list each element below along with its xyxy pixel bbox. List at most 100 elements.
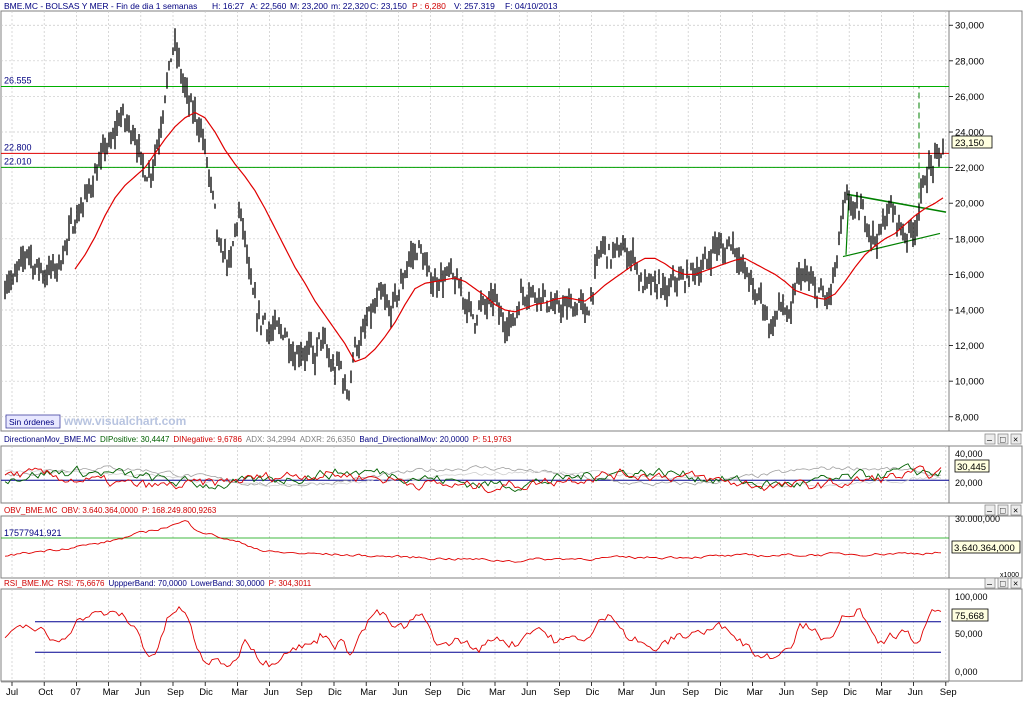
di-negative-line[interactable] (4, 465, 942, 494)
close-button[interactable] (1010, 504, 1022, 516)
x-tick-label: Sep (553, 687, 570, 697)
x-tick-label: Jun (650, 687, 665, 697)
close-icon: × (1013, 435, 1018, 445)
indicator-series (1, 463, 949, 668)
obv-title: OBV_BME.MC OBV: 3.640.364,0000 P: 168.249.… (4, 506, 217, 515)
close-icon: × (1013, 506, 1018, 516)
close-button[interactable] (1010, 433, 1022, 445)
y-tick-label: 16,000 (955, 270, 984, 281)
y-tick-label: 20,000 (955, 199, 984, 210)
header-f: F: 04/10/2013 (505, 1, 558, 11)
price-bars[interactable] (4, 28, 944, 401)
title-part: LowerBand: 30,0000 (191, 579, 265, 588)
obv-last-value: 3.640.364,000 (954, 543, 1015, 554)
price-series (4, 28, 944, 401)
x-tick-label: Dic (457, 687, 471, 697)
y-tick-label: 24,000 (955, 128, 984, 139)
minimize-icon: – (987, 506, 992, 516)
rsi-last-value-box (951, 608, 989, 622)
close-button[interactable] (1010, 577, 1022, 589)
triangle-upper[interactable] (846, 193, 947, 213)
maximize-icon: □ (1000, 435, 1006, 445)
obv-left-label: 17577941.921 (4, 528, 62, 538)
y-axis-dmi (948, 445, 1023, 504)
y-tick-label: 22,000 (955, 163, 984, 174)
level-label: 22.010 (4, 156, 32, 166)
title-part: ADXR: 26,6350 (300, 435, 356, 444)
di-positive-line[interactable] (4, 463, 942, 493)
title-part: P: 304,3011 (269, 579, 312, 588)
rsi-tick-50: 50,000 (955, 629, 983, 639)
x-tick-label: Sep (682, 687, 699, 697)
x-tick-label: Mar (360, 687, 376, 697)
rsi-panel[interactable] (0, 588, 950, 682)
x-tick-label: Jun (264, 687, 279, 697)
dmi-title: DirectionanMov_BME.MC DIPositive: 30,4447… (4, 435, 512, 444)
x-tick-label: Dic (843, 687, 857, 697)
maximize-icon: □ (1000, 506, 1006, 516)
header-v: V: 257.319 (454, 1, 495, 11)
x-tick-label: Jun (779, 687, 794, 697)
y-tick-label: 18,000 (955, 234, 984, 245)
price-axis-ticks: 30,000 28,000 26,000 24,000 22,000 20,000 18,0… (949, 21, 984, 423)
title-part: DirectionanMov_BME.MC (4, 435, 96, 444)
header-h: H: 16:27 (212, 1, 244, 11)
dmi-last-value: 30,445 (957, 462, 986, 473)
y-tick-label: 14,000 (955, 305, 984, 316)
minimize-icon: – (987, 579, 992, 589)
level-label: 26.555 (4, 76, 32, 86)
dmi-tick-40: 40,000 (955, 449, 983, 459)
minimize-button[interactable] (984, 577, 996, 589)
title-part: P: 51,9763 (473, 435, 512, 444)
x-tick-label: Mar (747, 687, 763, 697)
rsi-line[interactable] (4, 605, 942, 668)
x-tick-label: Sep (167, 687, 184, 697)
maximize-button[interactable] (997, 504, 1009, 516)
orders-button[interactable] (5, 414, 61, 429)
triangle-lower[interactable] (842, 232, 941, 258)
y-tick-label: 28,000 (955, 56, 984, 67)
dmi-panel[interactable] (0, 445, 950, 504)
panel-controls[interactable]: – □ ×– □ ×– □ × (984, 433, 1022, 589)
x-tick-label: Dic (586, 687, 600, 697)
x-tick-label: Mar (875, 687, 891, 697)
x-tick-label: Sep (425, 687, 442, 697)
main-panel[interactable] (0, 10, 950, 432)
title-part: Band_DirectionalMov: 20,0000 (359, 435, 469, 444)
x-tick-label: Sep (296, 687, 313, 697)
title-part: UppperBand: 70,0000 (109, 579, 188, 588)
maximize-button[interactable] (997, 577, 1009, 589)
adx-line[interactable] (4, 465, 942, 487)
orders-button-label[interactable]: Sin órdenes (9, 417, 54, 427)
x-tick-label: Mar (489, 687, 505, 697)
x-tick-label: Oct (38, 687, 53, 697)
maximize-icon: □ (1000, 579, 1006, 589)
x-tick-label: Dic (328, 687, 342, 697)
minimize-button[interactable] (984, 504, 996, 516)
rsi-last-value: 75,668 (955, 611, 984, 622)
x-tick-label: Jun (392, 687, 407, 697)
moving-average-line[interactable] (74, 111, 944, 363)
grid (1, 11, 949, 681)
obv-line[interactable] (4, 520, 942, 563)
y-tick-label: 8,000 (955, 412, 979, 423)
x-tick-label: Mar (618, 687, 634, 697)
obv-tick: 30.000,000 (955, 514, 1000, 524)
maximize-button[interactable] (997, 433, 1009, 445)
y-axis-main (948, 10, 1023, 432)
rsi-tick-0: 0,000 (955, 667, 978, 677)
minimize-button[interactable] (984, 433, 996, 445)
x-tick-label: Mar (231, 687, 247, 697)
y-tick-label: 30,000 (955, 21, 984, 32)
obv-panel[interactable] (0, 515, 950, 579)
title-part: P: 168.249.800,9263 (142, 506, 217, 515)
dmi-last-value-box (954, 459, 990, 473)
x-tick-label: Mar (103, 687, 119, 697)
minimize-icon: – (987, 435, 992, 445)
moving-average-series (74, 111, 944, 363)
x-tick-label: Jul (6, 687, 18, 697)
x-tick-label: 07 (70, 687, 81, 697)
header-p: P : 6,280 (412, 1, 446, 11)
title-part: OBV_BME.MC (4, 506, 58, 515)
